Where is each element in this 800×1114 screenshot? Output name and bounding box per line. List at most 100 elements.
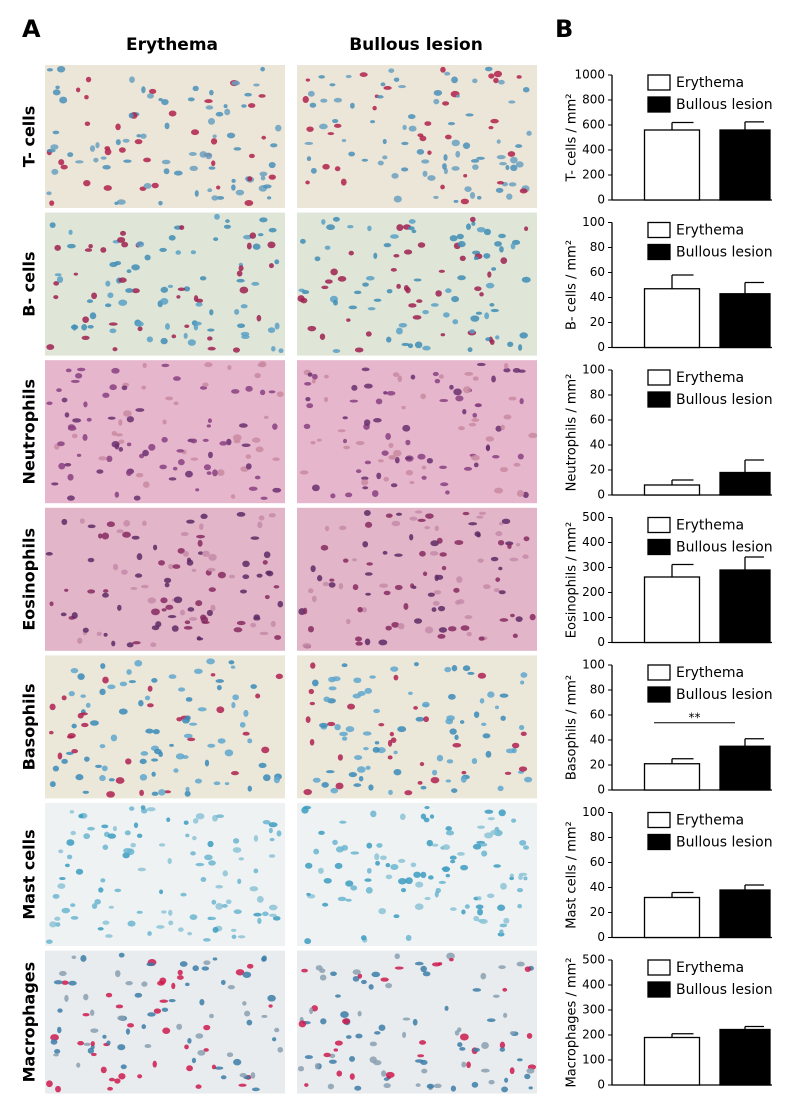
cell	[91, 292, 98, 300]
cell	[136, 553, 143, 561]
cell	[503, 368, 511, 373]
cell	[493, 588, 500, 593]
cell	[383, 476, 389, 482]
cell	[262, 819, 271, 825]
cell	[215, 903, 224, 910]
cell	[374, 1031, 381, 1035]
cell	[161, 1007, 169, 1012]
cell	[87, 557, 95, 563]
cell	[402, 424, 411, 432]
row-label: Basophils	[20, 683, 39, 770]
cell	[258, 515, 265, 521]
cell	[222, 870, 228, 877]
cell	[75, 373, 83, 379]
y-tick-label: 40	[590, 438, 605, 452]
cell	[431, 607, 437, 612]
cell	[126, 669, 132, 675]
cell	[247, 176, 253, 182]
cell	[272, 1037, 277, 1042]
cell	[213, 781, 221, 786]
cell	[351, 384, 358, 391]
cell	[274, 259, 280, 265]
cell	[148, 443, 156, 451]
cell	[499, 618, 509, 622]
cell	[472, 988, 482, 992]
cell	[236, 511, 246, 517]
cell	[510, 613, 515, 618]
y-tick-label: 0	[597, 635, 605, 649]
cell	[197, 1049, 206, 1056]
cell	[474, 286, 482, 292]
cell	[105, 280, 111, 287]
cell	[52, 89, 61, 96]
cell	[250, 1072, 256, 1079]
cell	[358, 775, 364, 782]
cell	[323, 696, 330, 703]
cell	[451, 788, 458, 793]
cell	[245, 463, 252, 470]
cell	[70, 668, 79, 674]
cell	[305, 180, 310, 185]
cell	[206, 658, 215, 665]
cell	[172, 564, 181, 569]
cell	[161, 910, 167, 914]
cell	[368, 984, 374, 990]
cell	[237, 878, 242, 885]
cell	[147, 597, 156, 604]
cell	[306, 892, 311, 896]
cell	[107, 833, 117, 839]
cell	[446, 759, 454, 764]
cell	[160, 298, 169, 305]
cell	[334, 862, 343, 869]
cell	[326, 224, 336, 231]
cell	[394, 553, 403, 557]
cell	[172, 466, 178, 471]
cell	[383, 242, 392, 248]
cell	[413, 662, 419, 667]
cell	[173, 596, 183, 604]
cell	[312, 373, 318, 380]
cell	[116, 529, 124, 534]
cell	[467, 671, 475, 675]
cell	[75, 868, 84, 875]
cell	[190, 851, 196, 856]
cell	[443, 312, 450, 318]
cell	[523, 876, 528, 881]
cell	[499, 466, 509, 473]
cell	[314, 1063, 320, 1070]
cell	[507, 341, 514, 348]
cell	[49, 921, 57, 928]
cell	[342, 1018, 351, 1025]
cell	[230, 928, 237, 932]
cell	[250, 622, 257, 628]
cell	[438, 374, 444, 379]
cell	[229, 574, 235, 579]
cell	[273, 776, 280, 784]
cell	[241, 104, 247, 108]
cell	[302, 642, 312, 649]
cell	[183, 733, 193, 739]
cell	[61, 518, 68, 525]
cell	[488, 1079, 495, 1085]
cell	[500, 882, 507, 890]
cell	[244, 92, 252, 97]
cell	[452, 742, 462, 748]
cell	[515, 161, 524, 168]
cell	[121, 241, 129, 248]
cell	[353, 290, 362, 295]
cell	[178, 687, 186, 692]
cell	[378, 908, 386, 915]
cell	[321, 219, 326, 225]
cell	[468, 422, 477, 427]
cell	[235, 189, 245, 196]
cell	[245, 454, 252, 459]
cell	[71, 612, 78, 619]
cell	[167, 858, 172, 865]
cell	[96, 631, 102, 637]
cell	[82, 1012, 90, 1017]
cell	[249, 886, 259, 892]
cell	[339, 525, 347, 531]
significance-label: **	[689, 710, 701, 724]
cell	[247, 785, 252, 792]
cell	[426, 457, 433, 464]
